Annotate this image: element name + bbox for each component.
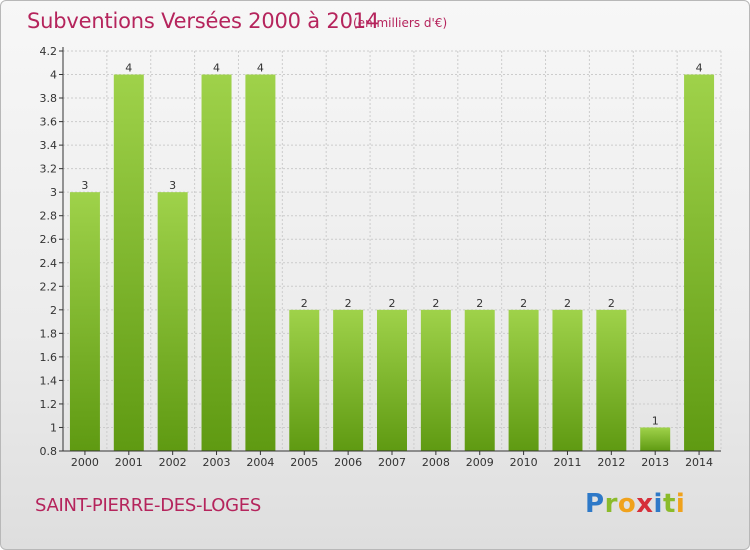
y-tick-label: 1.8 [40,327,58,340]
y-tick-label: 3.4 [40,139,58,152]
y-tick-label: 1 [50,421,57,434]
x-tick-label: 2014 [685,456,713,469]
x-tick-label: 2009 [466,456,494,469]
data-label: 3 [169,179,176,192]
data-label: 4 [213,62,220,75]
y-tick-label: 2.4 [40,257,58,270]
bar [552,310,582,451]
x-tick-label: 2007 [378,456,406,469]
bar [333,310,363,451]
logo-letter: r [605,489,618,519]
logo-letter: t [663,489,676,519]
x-tick-label: 2011 [553,456,581,469]
data-label: 2 [432,297,439,310]
data-label: 2 [608,297,615,310]
x-tick-label: 2006 [334,456,362,469]
y-tick-label: 2.8 [40,210,58,223]
data-label: 2 [345,297,352,310]
x-tick-label: 2002 [159,456,187,469]
bar [245,75,275,451]
data-label: 4 [696,62,703,75]
y-tick-label: 2.6 [40,233,58,246]
data-label: 1 [652,414,659,427]
y-tick-label: 3.8 [40,92,58,105]
x-tick-label: 2012 [597,456,625,469]
y-tick-label: 3.6 [40,116,58,129]
bar [509,310,539,451]
bar [70,192,100,451]
x-tick-label: 2000 [71,456,99,469]
y-tick-label: 3 [50,186,57,199]
data-label: 2 [389,297,396,310]
bar [114,75,144,451]
logo-letter: P [585,489,605,519]
data-label: 3 [81,179,88,192]
x-tick-label: 2013 [641,456,669,469]
x-tick-label: 2008 [422,456,450,469]
y-tick-label: 2.2 [40,280,58,293]
logo-letter: x [636,489,653,519]
data-label: 2 [301,297,308,310]
bar [640,427,670,451]
logo-letter: i [654,489,663,519]
bar [421,310,451,451]
x-tick-label: 2003 [203,456,231,469]
bar [202,75,232,451]
y-tick-label: 4.2 [40,45,58,58]
y-tick-label: 1.4 [40,374,58,387]
commune-name: SAINT-PIERRE-DES-LOGES [35,495,261,516]
data-label: 4 [125,62,132,75]
y-tick-label: 2 [50,304,57,317]
x-tick-label: 2005 [290,456,318,469]
data-label: 2 [520,297,527,310]
data-label: 2 [476,297,483,310]
y-tick-label: 1.2 [40,398,58,411]
bar [465,310,495,451]
data-label: 2 [564,297,571,310]
y-tick-label: 4 [50,69,57,82]
proxiti-logo: Proxiti [585,489,685,519]
y-tick-label: 3.2 [40,163,58,176]
bar [377,310,407,451]
y-tick-label: 1.6 [40,351,58,364]
bar [684,75,714,451]
y-tick-label: 0.8 [40,445,58,458]
logo-letter: i [676,489,685,519]
bar [158,192,188,451]
bar [289,310,319,451]
bar [596,310,626,451]
x-tick-label: 2001 [115,456,143,469]
x-tick-label: 2004 [246,456,274,469]
data-label: 4 [257,62,264,75]
logo-letter: o [618,489,636,519]
x-tick-label: 2010 [510,456,538,469]
